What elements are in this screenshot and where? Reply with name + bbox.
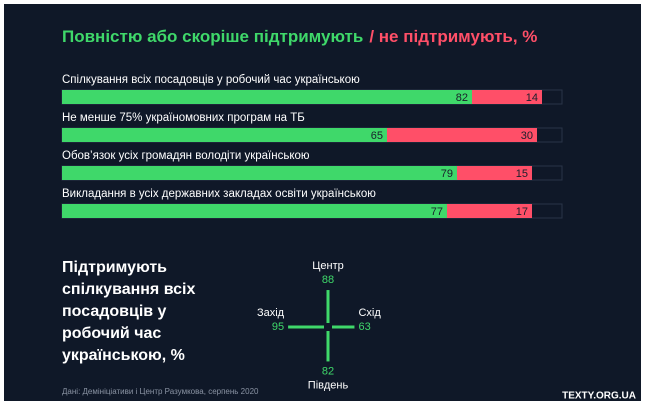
compass-title: робочий час [62, 325, 161, 342]
compass-center [325, 324, 331, 330]
compass-title: українською, % [62, 347, 185, 364]
value-label: 14 [526, 92, 538, 104]
bar-segment [387, 128, 537, 142]
region-name: Захід [257, 307, 285, 319]
value-label: 82 [456, 92, 468, 104]
category-label: Обов’язок усіх громадян володіти українс… [62, 150, 310, 162]
region-name: Південь [308, 379, 349, 391]
region-value: 88 [322, 274, 334, 286]
value-label: 79 [441, 168, 453, 180]
brand: TEXTY.ORG.UA [562, 391, 636, 402]
value-label: 30 [521, 130, 533, 142]
bar-segment [62, 204, 447, 218]
value-label: 15 [516, 168, 528, 180]
region-value: 63 [358, 321, 370, 333]
title-oppose: / не підтримують, % [369, 27, 537, 46]
chart-title: Повністю або скоріше підтримують / не під… [62, 27, 537, 46]
bar-segment [447, 204, 532, 218]
compass-title: спілкування всіх [62, 281, 195, 298]
title-support: Повністю або скоріше підтримують [62, 27, 363, 46]
bar-segment [457, 166, 532, 180]
category-label: Спілкування всіх посадовців у робочий ча… [62, 74, 360, 86]
compass-title: Підтримують [62, 259, 167, 276]
region-name: Схід [358, 307, 381, 319]
category-label: Не менше 75% україномовних програм на ТБ [62, 112, 305, 124]
region-value: 95 [272, 321, 284, 333]
background [4, 4, 641, 401]
value-label: 17 [516, 206, 528, 218]
bar-segment [472, 90, 542, 104]
bar-segment [62, 128, 387, 142]
bar-segment [62, 90, 472, 104]
source: Дані: Демініціативи і Центр Разумкова, с… [62, 387, 259, 396]
bar-segment [62, 166, 457, 180]
value-label: 77 [431, 206, 443, 218]
region-name: Центр [312, 260, 344, 272]
compass-title: посадовців у [62, 303, 167, 320]
region-value: 82 [322, 365, 334, 377]
category-label: Викладання в усіх державних закладах осв… [62, 188, 376, 200]
value-label: 65 [371, 130, 383, 142]
